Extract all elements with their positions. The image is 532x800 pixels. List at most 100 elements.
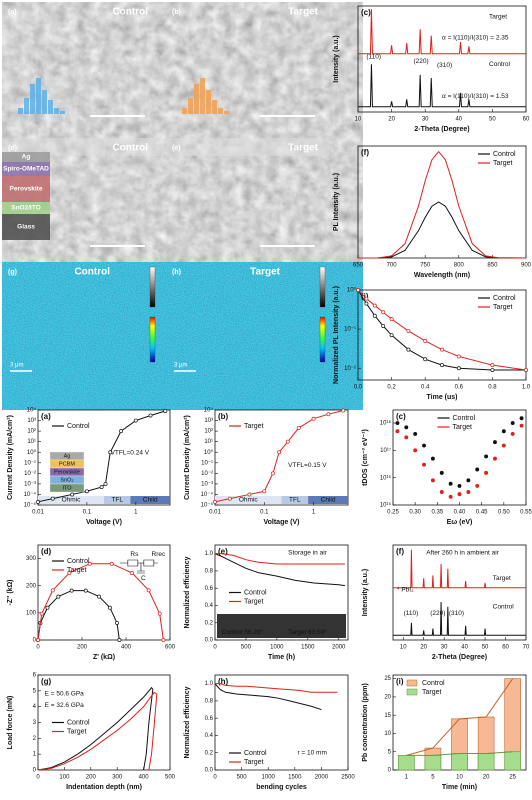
x-tick-label: 20 bbox=[388, 117, 395, 123]
y-tick-label: 0.2 bbox=[205, 620, 214, 626]
series-line bbox=[357, 289, 527, 371]
x-tick-label: 30 bbox=[422, 117, 429, 123]
marker bbox=[519, 423, 524, 428]
series-line bbox=[37, 686, 154, 771]
x-tick-label: 0.1 bbox=[83, 510, 92, 516]
marker bbox=[439, 490, 444, 494]
y-axis-label: Intensity (a.u.) bbox=[333, 35, 340, 82]
trend-line bbox=[406, 751, 513, 756]
legend-swatch bbox=[406, 679, 418, 687]
inset-histogram bbox=[18, 108, 23, 114]
marker bbox=[285, 439, 290, 444]
y-tick-label: 10⁻³ bbox=[24, 481, 36, 487]
y-tick-label: 10⁻⁵ bbox=[201, 502, 214, 509]
legend-label: Target bbox=[493, 304, 513, 311]
x-axis-label: 2-Theta (Degree) bbox=[414, 126, 469, 133]
marker bbox=[50, 496, 55, 501]
plot-frame bbox=[214, 544, 349, 641]
panel-label: (e) bbox=[218, 547, 228, 556]
image-title: Control bbox=[112, 143, 148, 154]
series-line bbox=[358, 64, 526, 108]
marker bbox=[157, 611, 162, 616]
x-tick-label: 0.0 bbox=[354, 385, 363, 391]
legend-label: Control bbox=[493, 151, 516, 158]
y-tick-label: 15 bbox=[384, 713, 391, 719]
plot-frame bbox=[357, 145, 527, 259]
x-tick-label: 60 bbox=[523, 117, 530, 123]
region-label: Child bbox=[143, 497, 158, 504]
y-tick-label: 0.0 bbox=[205, 638, 214, 644]
marker bbox=[364, 301, 369, 306]
x-tick-label: 850 bbox=[487, 263, 498, 269]
scale-label: 3 μm bbox=[10, 363, 23, 369]
x-tick-label: 20 bbox=[483, 775, 490, 781]
panel-label: (c) bbox=[396, 412, 406, 421]
series-line bbox=[214, 683, 322, 711]
series-line bbox=[215, 553, 345, 565]
series-line bbox=[357, 201, 527, 259]
y-tick-label: 10⁰ bbox=[27, 449, 37, 456]
panel-label: (f) bbox=[396, 547, 404, 556]
layer bbox=[2, 162, 50, 176]
x-tick-label: 400 bbox=[121, 645, 132, 651]
annotation: E = 50.6 GPa bbox=[45, 691, 85, 698]
marker bbox=[448, 481, 453, 486]
device-layer-label: PCBM bbox=[59, 461, 75, 467]
inset-histogram bbox=[224, 111, 229, 114]
y-tick-label: 0.6 bbox=[205, 716, 214, 722]
y-tick-label: 10³ bbox=[27, 418, 36, 424]
marker bbox=[262, 489, 267, 494]
marker bbox=[475, 467, 480, 472]
legend-label: Control bbox=[453, 415, 476, 422]
y-tick-label: 20 bbox=[384, 695, 391, 701]
x-tick-label: 400 bbox=[139, 775, 150, 781]
marker bbox=[50, 588, 55, 593]
marker bbox=[456, 366, 461, 371]
device-layer-label: Ag bbox=[64, 453, 71, 459]
x-tick-label: 200 bbox=[77, 645, 88, 651]
inset-histogram bbox=[36, 78, 41, 114]
x-tick-label: 800 bbox=[454, 263, 465, 269]
legend-label: Control bbox=[67, 423, 90, 430]
panel-label: (g) bbox=[41, 677, 52, 686]
y-tick-label: 10 bbox=[384, 731, 391, 737]
marker bbox=[484, 454, 489, 459]
marker bbox=[493, 456, 497, 461]
y-tick-label: 10³ bbox=[204, 418, 213, 424]
annotation: Target 60.59° bbox=[288, 628, 327, 636]
marker bbox=[99, 485, 104, 490]
marker bbox=[406, 347, 411, 352]
series-line bbox=[214, 409, 344, 503]
marker bbox=[510, 421, 515, 425]
marker bbox=[406, 328, 411, 333]
marker bbox=[413, 431, 418, 436]
y-axis-label: Load force (mN) bbox=[7, 696, 14, 750]
marker bbox=[490, 368, 495, 372]
marker bbox=[271, 471, 275, 476]
y-tick-label: 10¹⁶ bbox=[380, 474, 392, 481]
marker bbox=[311, 416, 316, 421]
image-title: Target bbox=[288, 7, 318, 18]
region-label: Ohmic bbox=[62, 497, 82, 504]
marker bbox=[326, 412, 331, 417]
panel-label: (h) bbox=[218, 677, 229, 686]
y-axis-label: Normalized efficiency bbox=[184, 686, 191, 758]
y-tick-label: 10¹ bbox=[204, 439, 213, 445]
inset-histogram bbox=[206, 90, 211, 114]
marker bbox=[457, 483, 462, 488]
annotation: (220) bbox=[413, 58, 428, 65]
x-axis-label: Wavelength (nm) bbox=[414, 272, 470, 279]
panel-label: (b) bbox=[172, 9, 181, 16]
marker bbox=[213, 499, 217, 504]
marker bbox=[413, 448, 418, 453]
y-tick-label: 10⁻⁴ bbox=[24, 491, 37, 498]
y-tick-label: 1.0 bbox=[205, 681, 214, 687]
x-tick-label: 2000 bbox=[332, 645, 346, 651]
marker bbox=[395, 429, 400, 434]
marker bbox=[109, 561, 114, 566]
marker bbox=[103, 481, 108, 486]
y-axis-label: Intensity (a.u.) bbox=[362, 569, 369, 616]
y-tick-label: 10¹⁷ bbox=[380, 447, 391, 454]
y-tick-label: 10⁴ bbox=[27, 407, 37, 414]
